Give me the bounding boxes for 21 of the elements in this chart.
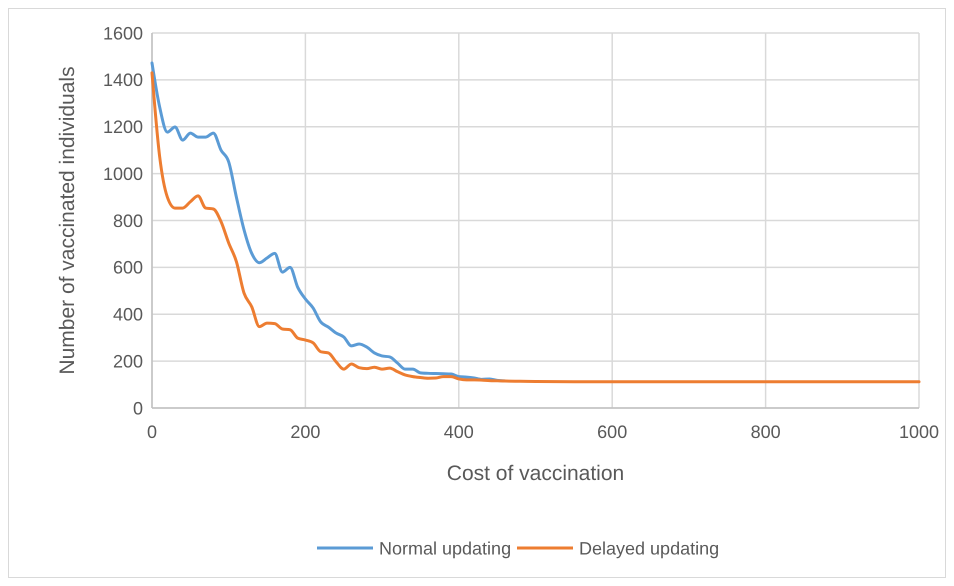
x-tick-label: 400 (444, 422, 474, 442)
x-tick-label: 0 (146, 422, 158, 442)
y-tick-label: 1200 (102, 117, 143, 138)
x-tick-label: 1000 (898, 422, 940, 442)
y-tick-label: 400 (112, 304, 143, 325)
line-series (150, 71, 920, 384)
y-tick-label: 1000 (102, 164, 143, 184)
y-tick-label: 800 (112, 210, 143, 231)
line-series (150, 62, 506, 382)
y-tick-label: 200 (112, 351, 143, 372)
y-axis-title: Number of vaccinated individuals (56, 66, 79, 375)
legend-label: Delayed updating (579, 538, 720, 558)
x-axis-title: Cost of vaccination (446, 462, 624, 485)
legend-label: Normal updating (379, 538, 512, 558)
y-tick-label: 0 (132, 398, 143, 418)
y-tick-label: 600 (112, 258, 143, 278)
y-tick-label: 1600 (102, 23, 143, 44)
x-tick-label: 800 (750, 422, 781, 442)
x-tick-label: 200 (290, 422, 320, 442)
x-tick-label: 600 (597, 422, 628, 442)
y-tick-label: 1400 (102, 70, 143, 90)
